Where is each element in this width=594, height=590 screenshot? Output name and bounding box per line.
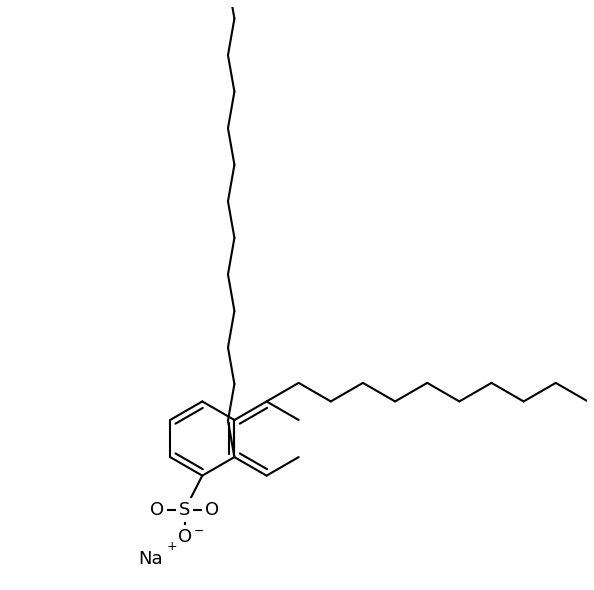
- Text: O: O: [205, 501, 219, 519]
- Text: S: S: [179, 501, 191, 519]
- Text: O: O: [150, 501, 165, 519]
- Text: +: +: [166, 540, 177, 553]
- Text: −: −: [194, 525, 204, 538]
- Text: O: O: [178, 528, 192, 546]
- Text: Na: Na: [138, 550, 163, 568]
